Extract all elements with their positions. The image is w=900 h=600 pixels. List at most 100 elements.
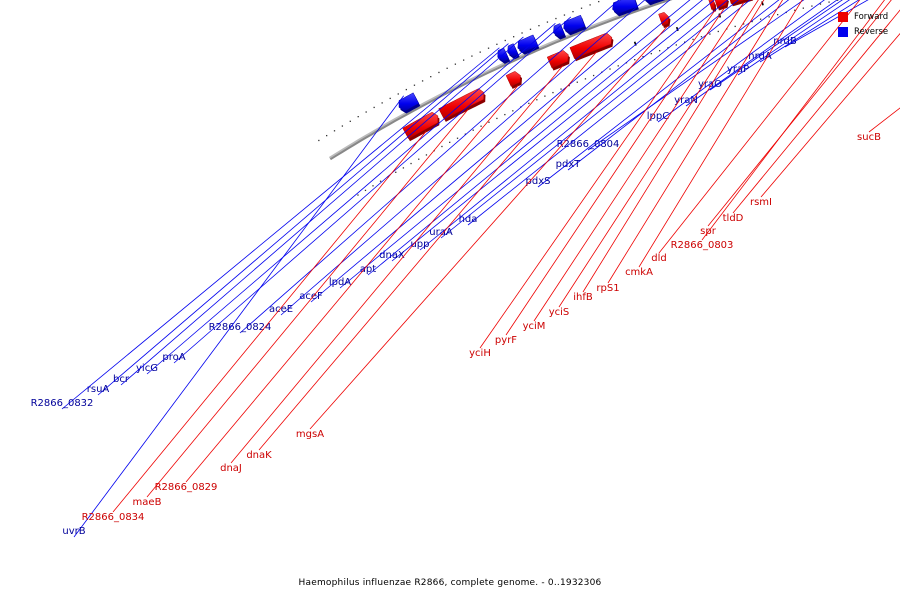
tick-marks: 800 kbp805 kbp810 kbp815 kbp820 kbp825 k…	[318, 0, 839, 196]
minor-tick-inner	[811, 5, 813, 7]
gene-label-maeB[interactable]: maeB	[133, 497, 162, 508]
gene-label-yciH[interactable]: yciH	[469, 348, 491, 359]
gene-spr-leader	[707, 0, 892, 227]
gene-label-yciS[interactable]: yciS	[549, 307, 570, 318]
gene-label-lpdA[interactable]: lpdA	[329, 277, 351, 288]
gene-label-proA[interactable]: proA	[162, 352, 185, 363]
gene-label-R2866_0834[interactable]: R2866_0834	[82, 512, 145, 523]
gene-yciH[interactable]	[708, 0, 715, 10]
gene-aceE-leader	[280, 0, 646, 316]
gene-label-R2866_0832[interactable]: R2866_0832	[31, 398, 94, 409]
minor-tick-inner	[536, 99, 538, 101]
gene-tldD-leader	[732, 9, 900, 214]
gene-yciM[interactable]	[728, 0, 753, 5]
minor-tick-outer	[572, 10, 574, 13]
gene-label-pyrF[interactable]: pyrF	[495, 335, 517, 346]
gene-proA[interactable]	[563, 14, 586, 34]
gene-pdxS-leader	[537, 0, 780, 188]
minor-tick-outer	[555, 17, 557, 20]
minor-tick-inner	[794, 9, 796, 11]
gene-label-pdxT[interactable]: pdxT	[556, 159, 582, 170]
gene-label-sucB[interactable]: sucB	[857, 132, 881, 143]
gene-uraA-leader	[440, 0, 739, 239]
legend-label-forward: Forward	[854, 11, 889, 22]
gene-label-upp[interactable]: upp	[410, 239, 429, 250]
gene-yicG-leader	[146, 22, 556, 375]
gene-hda-leader	[467, 0, 751, 226]
minor-tick-outer	[341, 125, 344, 127]
gene-label-bcr[interactable]: bcr	[113, 374, 130, 385]
gene-yicG[interactable]	[553, 23, 565, 38]
gene-label-R2866_0829[interactable]: R2866_0829	[155, 482, 218, 493]
gene-label-R2866_0803[interactable]: R2866_0803	[671, 240, 734, 251]
gene-label-lppC[interactable]: lppC	[647, 111, 669, 122]
gene-label-nrdA[interactable]: nrdA	[748, 51, 772, 62]
gene-uvrB[interactable]	[398, 92, 420, 112]
gene-label-R2866_0804[interactable]: R2866_0804	[557, 139, 620, 150]
gene-proA-leader	[173, 16, 572, 364]
minor-tick-inner	[759, 18, 762, 20]
gene-label-dnaJ[interactable]: dnaJ	[220, 463, 242, 474]
minor-tick-inner	[372, 185, 374, 187]
gene-label-yraN[interactable]: yraN	[674, 95, 698, 106]
gene-label-yicG[interactable]: yicG	[136, 363, 158, 374]
minor-tick-outer	[479, 51, 481, 53]
legend-item-reverse: Reverse	[838, 24, 888, 39]
gene-label-dld[interactable]: dld	[651, 253, 666, 264]
minor-tick-outer	[333, 130, 336, 132]
minor-tick-outer	[580, 7, 583, 9]
gene-yciM-leader	[533, 2, 745, 322]
gene-dnaK[interactable]	[569, 32, 613, 60]
gene-R2866_0834-leader	[112, 131, 427, 513]
gene-label-R2866_0824[interactable]: R2866_0824	[209, 322, 272, 333]
minor-tick-outer	[357, 115, 359, 118]
gene-label-yciM[interactable]: yciM	[523, 321, 546, 332]
gene-label-rsmI[interactable]: rsmI	[750, 197, 772, 208]
gene-label-cmkA[interactable]: cmkA	[625, 267, 653, 278]
minor-tick-inner	[751, 20, 753, 23]
gene-aceE[interactable]	[644, 0, 693, 3]
gene-R2866_0829[interactable]	[505, 71, 521, 87]
gene-rpS1-leader	[607, 0, 784, 284]
gene-aceF-leader	[310, 0, 671, 303]
minor-tick-inner	[418, 158, 420, 160]
gene-R2866_0824[interactable]	[612, 0, 638, 15]
minor-tick-outer	[349, 120, 351, 122]
gene-label-nrdB[interactable]: nrdB	[773, 36, 797, 47]
gene-label-mgsA[interactable]: mgsA	[296, 429, 324, 440]
gene-label-tldD[interactable]: tldD	[723, 213, 744, 224]
inner-major-tick	[675, 26, 679, 32]
gene-label-rsuA[interactable]: rsuA	[87, 384, 110, 395]
minor-tick-inner	[472, 129, 474, 131]
minor-tick-inner	[456, 137, 459, 139]
gene-lpdA-leader	[339, 0, 691, 289]
gene-label-aceE[interactable]: aceE	[269, 304, 293, 315]
minor-tick-inner	[667, 47, 669, 49]
gene-rsuA[interactable]	[507, 43, 519, 58]
minor-tick-outer	[373, 106, 375, 109]
gene-label-uvrB[interactable]: uvrB	[62, 526, 85, 537]
minor-tick-outer	[318, 139, 320, 142]
minor-tick-outer	[496, 43, 498, 45]
gene-nrdA-leader	[759, 0, 860, 63]
gene-label-apt[interactable]: apt	[360, 264, 376, 275]
gene-label-rpS1[interactable]: rpS1	[596, 283, 619, 294]
minor-tick-inner	[592, 74, 595, 77]
gene-label-hda[interactable]: hda	[459, 214, 478, 225]
gene-label-ihfB[interactable]: ihfB	[573, 292, 593, 303]
gene-label-dnaK[interactable]: dnaK	[246, 450, 272, 461]
minor-tick-inner	[364, 189, 367, 192]
minor-tick-inner	[395, 171, 397, 173]
gene-upp-leader	[419, 0, 729, 251]
minor-tick-outer	[405, 88, 407, 91]
minor-tick-inner	[576, 81, 578, 83]
gene-dnaJ[interactable]	[546, 50, 569, 69]
minor-tick-inner	[410, 162, 412, 165]
gene-label-aceF[interactable]: aceF	[299, 291, 323, 302]
minor-tick-inner	[528, 102, 530, 105]
gene-label-yraO[interactable]: yraO	[698, 79, 722, 90]
gene-label-pdxS[interactable]: pdxS	[526, 176, 551, 187]
minor-tick-outer	[512, 36, 515, 38]
gene-mgsA[interactable]	[658, 12, 670, 26]
